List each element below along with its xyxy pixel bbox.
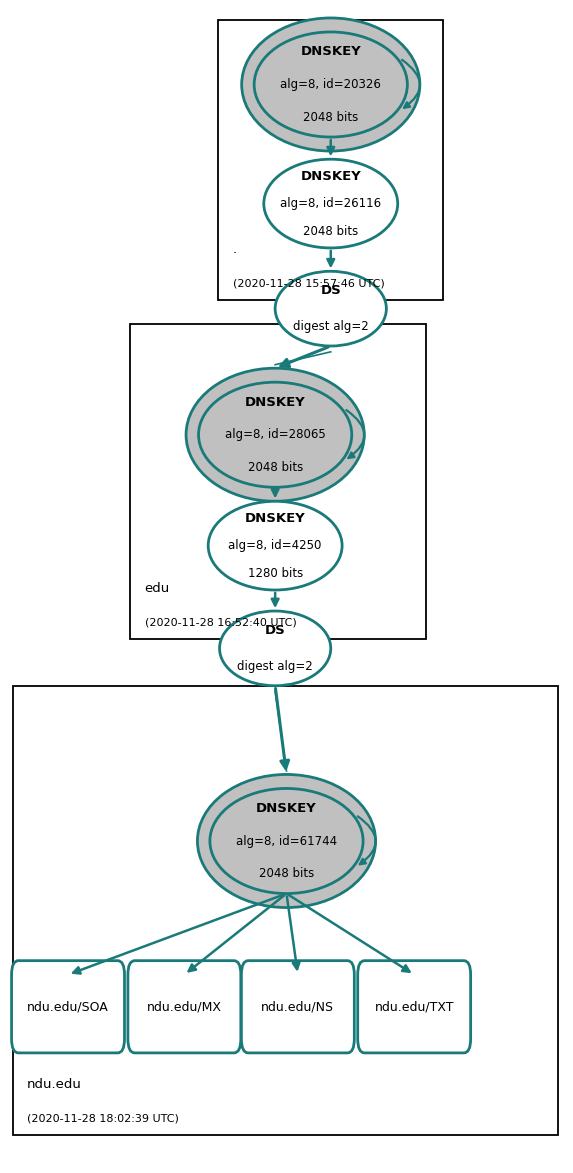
Text: edu: edu: [144, 582, 170, 595]
Text: .: .: [233, 243, 237, 256]
Ellipse shape: [242, 18, 420, 151]
Text: ndu.edu/TXT: ndu.edu/TXT: [374, 1001, 454, 1013]
Text: DNSKEY: DNSKEY: [300, 170, 361, 183]
FancyBboxPatch shape: [241, 961, 354, 1053]
Ellipse shape: [208, 501, 342, 590]
Ellipse shape: [198, 774, 375, 908]
Text: 1280 bits: 1280 bits: [248, 567, 303, 579]
Ellipse shape: [219, 611, 331, 686]
Text: ndu.edu/SOA: ndu.edu/SOA: [27, 1001, 109, 1013]
Text: 2048 bits: 2048 bits: [248, 461, 303, 474]
Text: (2020-11-28 15:57:46 UTC): (2020-11-28 15:57:46 UTC): [233, 279, 384, 289]
Bar: [131, 324, 426, 639]
Text: digest alg=2: digest alg=2: [293, 320, 368, 333]
Text: ndu.edu: ndu.edu: [27, 1078, 82, 1091]
Text: (2020-11-28 18:02:39 UTC): (2020-11-28 18:02:39 UTC): [27, 1113, 179, 1124]
Ellipse shape: [275, 271, 386, 346]
Text: 2048 bits: 2048 bits: [303, 110, 358, 123]
Text: alg=8, id=26116: alg=8, id=26116: [280, 197, 381, 210]
Ellipse shape: [186, 368, 364, 501]
Ellipse shape: [254, 32, 407, 137]
Text: alg=8, id=28065: alg=8, id=28065: [225, 428, 325, 441]
Bar: [13, 686, 558, 1135]
Text: alg=8, id=20326: alg=8, id=20326: [280, 77, 381, 91]
Text: digest alg=2: digest alg=2: [237, 659, 313, 673]
Text: DS: DS: [265, 624, 285, 637]
FancyBboxPatch shape: [358, 961, 470, 1053]
Text: 2048 bits: 2048 bits: [303, 224, 358, 238]
Text: ndu.edu/MX: ndu.edu/MX: [147, 1001, 222, 1013]
Text: alg=8, id=4250: alg=8, id=4250: [229, 540, 322, 552]
Ellipse shape: [264, 160, 398, 248]
Text: DS: DS: [320, 284, 341, 297]
Text: DNSKEY: DNSKEY: [300, 46, 361, 59]
Bar: [218, 20, 442, 300]
FancyBboxPatch shape: [11, 961, 124, 1053]
Text: DNSKEY: DNSKEY: [245, 511, 305, 524]
FancyBboxPatch shape: [128, 961, 241, 1053]
Text: alg=8, id=61744: alg=8, id=61744: [236, 834, 337, 848]
Ellipse shape: [199, 382, 352, 487]
Text: DNSKEY: DNSKEY: [245, 395, 305, 408]
Text: 2048 bits: 2048 bits: [259, 867, 314, 880]
Text: ndu.edu/NS: ndu.edu/NS: [261, 1001, 335, 1013]
Text: DNSKEY: DNSKEY: [256, 802, 317, 815]
Ellipse shape: [210, 788, 363, 894]
Text: (2020-11-28 16:52:40 UTC): (2020-11-28 16:52:40 UTC): [144, 617, 296, 628]
